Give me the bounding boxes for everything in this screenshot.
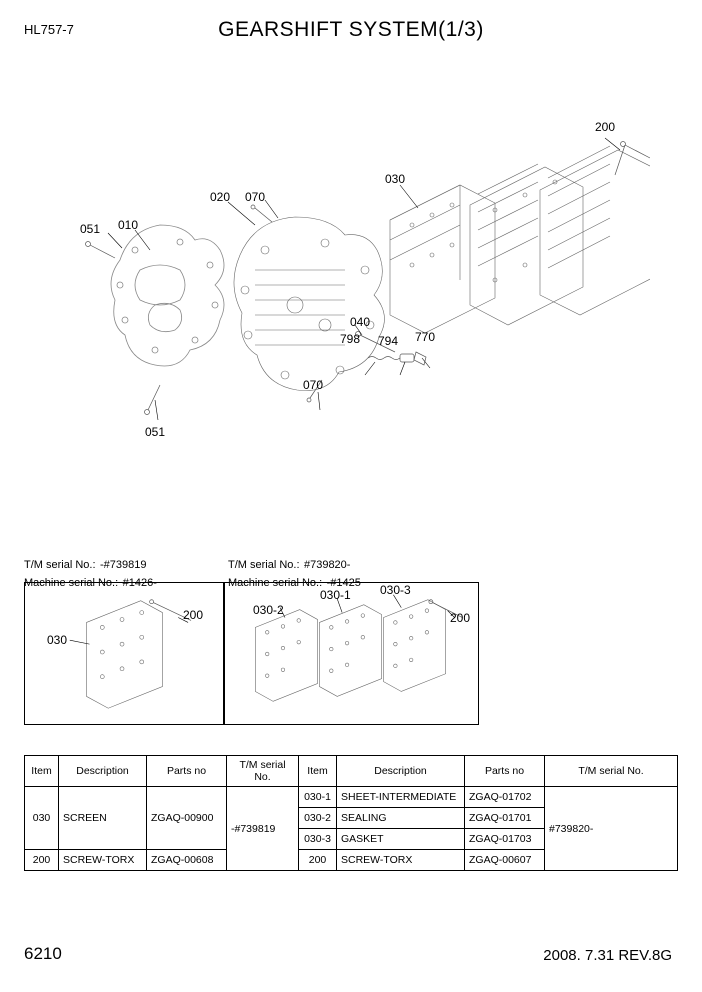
footer-revision: 2008. 7.31 REV.8G — [543, 947, 672, 964]
panel-right-c030-2: 030-2 — [253, 603, 284, 617]
cell-tm-r: #739820- — [545, 787, 678, 871]
th-desc-l: Description — [59, 756, 147, 787]
panel-left-plate — [87, 601, 163, 708]
cell-item: 030 — [25, 787, 59, 850]
cell-item: 030-2 — [299, 808, 337, 829]
cell-parts: ZGAQ-00607 — [465, 850, 545, 871]
cell-item: 030-1 — [299, 787, 337, 808]
part-valvebody-020 — [234, 217, 384, 391]
callout-020: 020 — [210, 190, 230, 204]
cell-parts: ZGAQ-00900 — [147, 787, 227, 850]
part-screw-070a — [251, 205, 272, 222]
callout-051a: 051 — [80, 222, 100, 236]
panel-right-c200: 200 — [450, 611, 470, 625]
cell-desc: SCREW-TORX — [337, 850, 465, 871]
th-item-l: Item — [25, 756, 59, 787]
cell-item: 030-3 — [299, 829, 337, 850]
panel-right-c030-1: 030-1 — [320, 588, 351, 602]
cell-parts: ZGAQ-01703 — [465, 829, 545, 850]
cell-desc: GASKET — [337, 829, 465, 850]
part-screw-051-top — [86, 242, 116, 259]
cell-desc: SCREEN — [59, 787, 147, 850]
parts-table: Item Description Parts no T/M serial No.… — [24, 755, 678, 871]
panel-right: 030-2 030-1 030-3 200 — [224, 582, 479, 725]
callout-030: 030 — [385, 172, 405, 186]
part-plate-030 — [390, 185, 495, 333]
cell-parts: ZGAQ-01701 — [465, 808, 545, 829]
cell-desc: SCREW-TORX — [59, 850, 147, 871]
footer-page-number: 6210 — [24, 944, 62, 964]
leader-lines — [108, 138, 620, 420]
header-title: GEARSHIFT SYSTEM(1/3) — [218, 18, 484, 42]
callout-070b: 070 — [303, 378, 323, 392]
right-tm-label: T/M serial No.: — [228, 559, 300, 571]
part-gasket-010 — [111, 225, 224, 366]
page: HL757-7 GEARSHIFT SYSTEM(1/3) — [0, 0, 702, 992]
callout-010: 010 — [118, 218, 138, 232]
cell-tm-l: -#739819 — [227, 787, 299, 871]
left-tm-label: T/M serial No.: — [24, 559, 96, 571]
callout-051b: 051 — [145, 425, 165, 439]
header-model: HL757-7 — [24, 22, 74, 37]
callout-770: 770 — [415, 330, 435, 344]
panel-left: 030 200 — [24, 582, 224, 725]
panel-right-plate-1 — [255, 610, 317, 702]
callout-200: 200 — [595, 120, 615, 134]
callout-798: 798 — [340, 332, 360, 346]
th-desc-r: Description — [337, 756, 465, 787]
panel-right-plate-2 — [319, 605, 381, 697]
part-screw-051-bot — [145, 385, 161, 415]
main-exploded-diagram: 200 030 020 070 010 051 040 798 794 770 … — [60, 130, 650, 490]
cell-item: 200 — [25, 850, 59, 871]
panel-left-c030: 030 — [47, 633, 67, 647]
cell-parts: ZGAQ-00608 — [147, 850, 227, 871]
th-parts-r: Parts no — [465, 756, 545, 787]
panel-right-plate-3 — [384, 600, 446, 692]
th-tm-r: T/M serial No. — [545, 756, 678, 787]
cell-item: 200 — [299, 850, 337, 871]
callout-040: 040 — [350, 315, 370, 329]
part-screw-200 — [615, 142, 650, 176]
cell-parts: ZGAQ-01702 — [465, 787, 545, 808]
th-tm-l: T/M serial No. — [227, 756, 299, 787]
right-tm-val: #739820- — [304, 559, 351, 571]
part-plate-right — [540, 146, 650, 315]
panel-right-c030-3: 030-3 — [380, 583, 411, 597]
callout-794: 794 — [378, 334, 398, 348]
callout-070a: 070 — [245, 190, 265, 204]
table-row: 030 SCREEN ZGAQ-00900 -#739819 030-1 SHE… — [25, 787, 678, 808]
table-header-row: Item Description Parts no T/M serial No.… — [25, 756, 678, 787]
cell-desc: SHEET-INTERMEDIATE — [337, 787, 465, 808]
th-item-r: Item — [299, 756, 337, 787]
panel-left-c200: 200 — [183, 608, 203, 622]
part-plate-mid — [470, 164, 583, 325]
cell-desc: SEALING — [337, 808, 465, 829]
left-tm-val: -#739819 — [100, 559, 147, 571]
th-parts-l: Parts no — [147, 756, 227, 787]
